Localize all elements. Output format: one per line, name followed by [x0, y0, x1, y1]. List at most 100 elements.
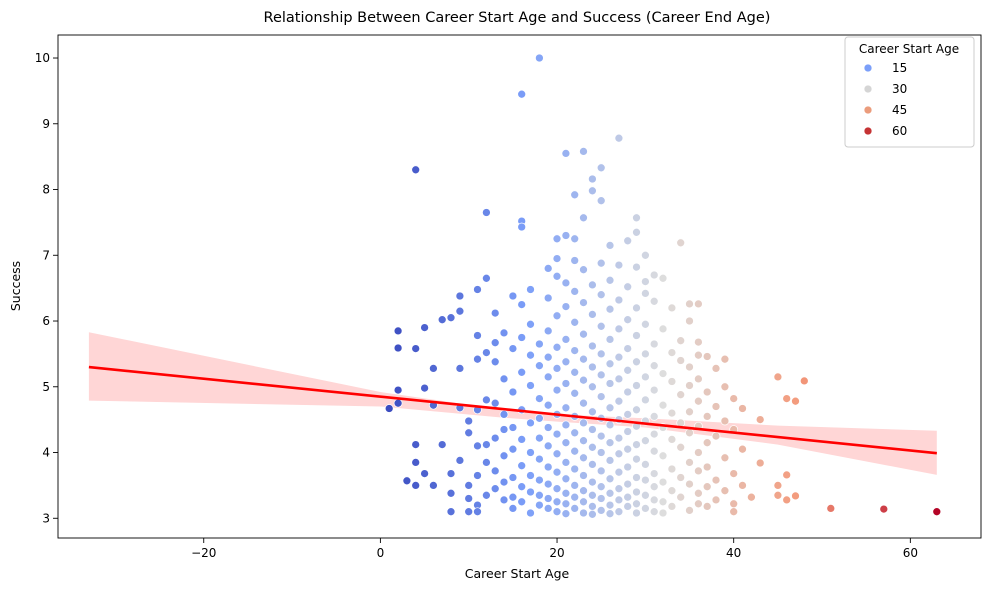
data-point [667, 303, 677, 313]
data-point [526, 285, 535, 294]
data-point [614, 467, 624, 477]
data-point [393, 398, 403, 408]
data-point [473, 331, 482, 340]
data-point [729, 394, 739, 403]
data-point [437, 440, 447, 449]
data-point [517, 367, 527, 377]
data-point [561, 302, 571, 311]
data-point [632, 381, 641, 390]
data-point [694, 466, 703, 476]
data-point [543, 504, 553, 513]
data-point [720, 486, 730, 496]
data-point [605, 420, 615, 430]
data-point [632, 331, 641, 340]
y-axis-label: Success [8, 261, 23, 311]
data-point [649, 361, 659, 371]
data-point [411, 458, 421, 467]
data-point [552, 364, 562, 373]
data-point [676, 356, 686, 365]
x-axis-ticks: −20 0 20 40 60 [191, 538, 918, 560]
data-point [596, 163, 606, 173]
data-point [694, 350, 703, 360]
data-point [579, 398, 588, 408]
data-point [676, 442, 686, 452]
data-point [393, 326, 403, 336]
data-point [570, 190, 580, 200]
legend-marker [863, 105, 873, 115]
data-point [535, 413, 544, 423]
data-point [667, 486, 677, 496]
data-point [579, 298, 588, 307]
data-point [685, 407, 694, 417]
data-point [579, 471, 588, 480]
data-point [632, 213, 641, 223]
data-point [667, 464, 677, 474]
data-point [570, 492, 580, 502]
data-point [641, 460, 650, 469]
data-point [614, 133, 624, 143]
data-point [614, 396, 624, 406]
data-point [694, 299, 703, 309]
data-point [596, 290, 606, 300]
data-point [393, 343, 403, 353]
data-point [658, 477, 668, 487]
data-point [641, 475, 650, 485]
data-point [552, 467, 562, 477]
x-tick-label: 60 [903, 546, 918, 560]
data-point [649, 482, 659, 492]
x-tick-label: 40 [726, 546, 741, 560]
data-point [543, 441, 553, 451]
data-point [685, 316, 694, 326]
data-point [685, 506, 694, 515]
data-point [623, 344, 633, 353]
data-point [596, 506, 606, 515]
data-point [579, 147, 588, 156]
data-point [711, 364, 721, 373]
legend-label: 45 [892, 103, 907, 117]
legend-marker [863, 84, 873, 94]
y-tick-label: 10 [35, 51, 50, 65]
data-point [464, 416, 474, 426]
data-point [649, 296, 659, 306]
y-tick-label: 4 [42, 446, 50, 460]
data-point [517, 333, 527, 342]
data-point [517, 89, 527, 99]
data-point [623, 365, 633, 375]
data-point [649, 412, 659, 421]
data-point [738, 444, 747, 454]
x-tick-label: 0 [377, 546, 385, 560]
data-point [535, 433, 544, 443]
data-point [658, 400, 668, 410]
data-point [711, 431, 721, 441]
x-axis-label: Career Start Age [465, 566, 570, 581]
data-point [543, 400, 553, 410]
data-point [694, 499, 703, 509]
data-point [588, 442, 597, 452]
data-point [482, 208, 491, 217]
data-point [508, 473, 518, 482]
data-point [649, 469, 659, 478]
data-point [596, 466, 606, 476]
data-point [411, 344, 421, 353]
data-point [685, 381, 694, 390]
data-point [482, 490, 491, 500]
data-point [579, 486, 588, 496]
data-point [455, 456, 465, 465]
data-point [720, 382, 730, 392]
data-point [561, 231, 571, 240]
data-point [420, 383, 429, 393]
data-point [490, 466, 500, 476]
data-point [632, 499, 641, 509]
legend-label: 60 [892, 124, 907, 138]
data-point [561, 379, 571, 388]
data-point [702, 438, 712, 448]
plot-area-frame [57, 34, 982, 539]
data-point [579, 453, 588, 463]
data-point [641, 395, 650, 405]
data-point [614, 449, 624, 459]
y-tick-label: 7 [42, 248, 50, 262]
data-point [641, 277, 650, 286]
data-point [596, 448, 606, 457]
data-point [729, 507, 739, 517]
